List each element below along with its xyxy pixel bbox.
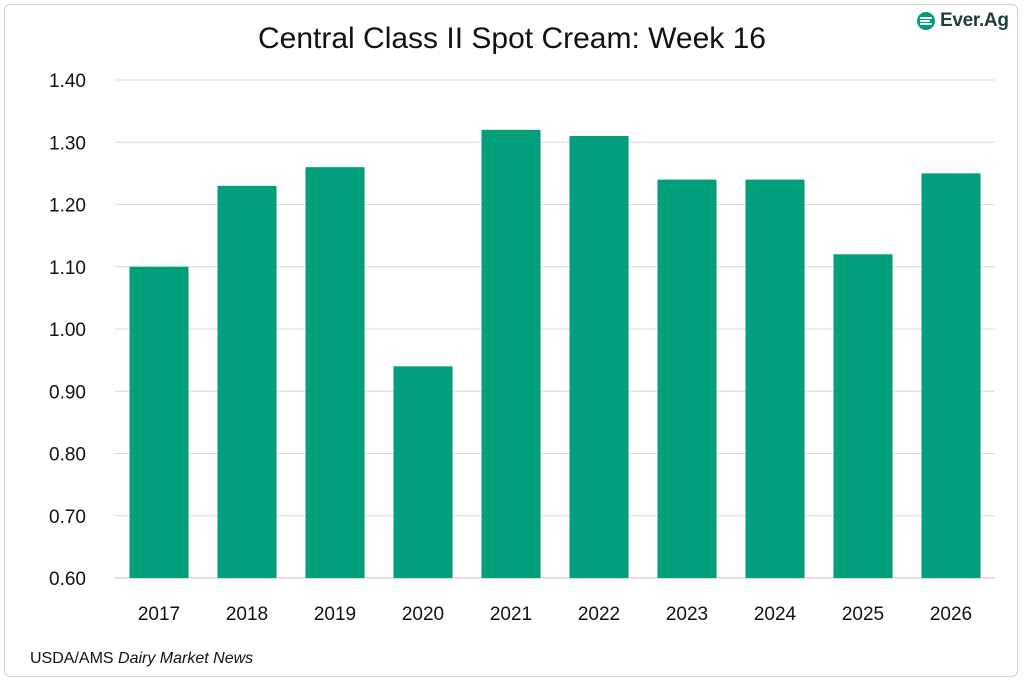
y-tick-label: 1.10: [49, 258, 86, 279]
bar-2022: [569, 136, 629, 578]
x-tick-label: 2019: [314, 604, 356, 625]
x-tick-label: 2022: [578, 604, 620, 625]
x-tick-label: 2018: [226, 604, 268, 625]
bars: [129, 129, 981, 579]
y-tick-label: 0.80: [49, 445, 86, 466]
x-tick-label: 2023: [666, 604, 708, 625]
x-tick-label: 2025: [842, 604, 884, 625]
bar-2020: [393, 366, 453, 578]
bar-2026: [921, 173, 981, 578]
bar-2024: [745, 179, 805, 578]
ever-ag-logo-text: Ever.Ag: [940, 10, 1009, 31]
y-tick-label: 1.00: [49, 320, 86, 341]
bar-2017: [129, 266, 189, 578]
y-tick-label: 0.90: [49, 382, 86, 403]
y-tick-labels: 0.60 0.70 0.80 0.90 1.00 1.10 1.20 1.30 1.40: [49, 71, 86, 590]
bar-2018: [217, 185, 277, 578]
x-tick-label: 2024: [754, 604, 797, 625]
source-prefix: USDA/AMS: [30, 650, 119, 667]
ever-ag-logo: Ever.Ag: [916, 10, 1009, 32]
x-tick-labels: 2017 2018 2019 2020 2021 2022 2023 2024 2025 2026: [138, 604, 972, 625]
source-publication: Dairy Market News: [118, 650, 254, 667]
x-tick-label: 2021: [490, 604, 532, 625]
source-note: USDA/AMS Dairy Market News: [30, 650, 253, 668]
x-tick-label: 2017: [138, 604, 180, 625]
y-tick-label: 1.30: [49, 133, 86, 154]
y-tick-label: 1.40: [49, 71, 86, 92]
x-tick-label: 2020: [402, 604, 444, 625]
y-tick-label: 0.60: [49, 569, 86, 590]
bar-2019: [305, 167, 365, 578]
ever-ag-logo-icon: [917, 12, 935, 30]
chart-title: Central Class II Spot Cream: Week 16: [258, 22, 766, 55]
y-tick-label: 0.70: [49, 507, 86, 528]
bar-2025: [833, 254, 893, 579]
bar-2023: [657, 179, 717, 578]
x-tick-label: 2026: [930, 604, 972, 625]
bar-2021: [481, 129, 541, 579]
y-tick-label: 1.20: [49, 196, 86, 217]
